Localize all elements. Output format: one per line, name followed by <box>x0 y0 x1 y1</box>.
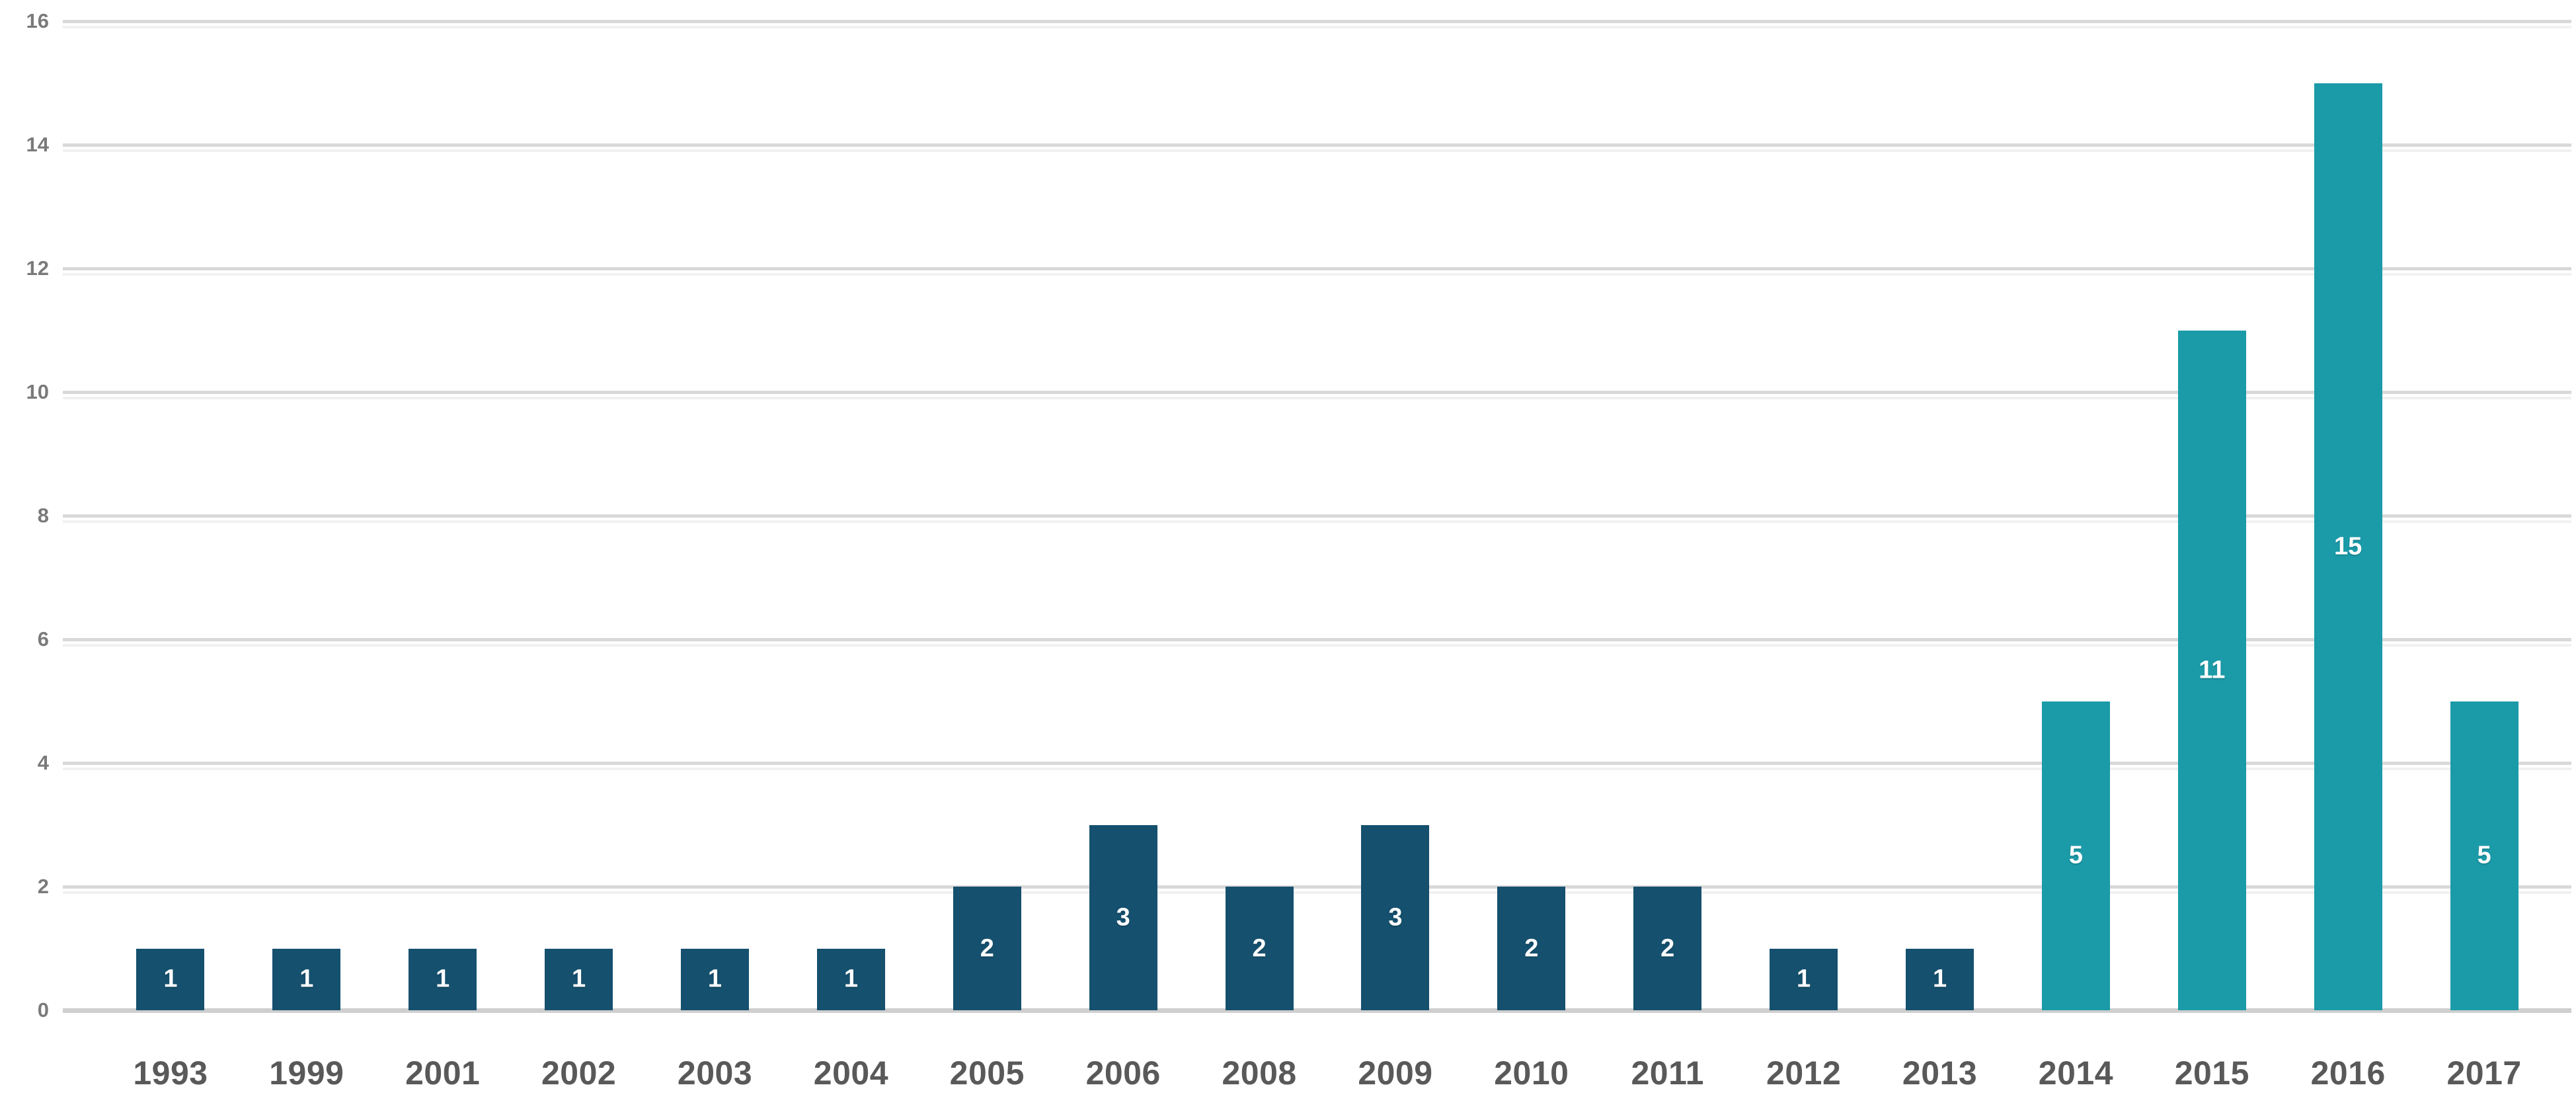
bar-value-label: 1 <box>843 965 858 993</box>
bar: 1 <box>1906 948 1974 1010</box>
bar-slot: 1 <box>511 21 647 1010</box>
x-axis-category-label: 2003 <box>677 1055 753 1092</box>
bar: 1 <box>545 948 613 1010</box>
y-axis-tick-label: 12 <box>26 257 49 280</box>
x-axis-labels-row: 1993 1999 2001 2002 2003 2004 2005 2006 2008 2009… <box>102 1054 2552 1092</box>
x-axis-category-label: 2009 <box>1358 1055 1433 1092</box>
gridline <box>63 762 2571 770</box>
bar-slot: 5 <box>2416 21 2552 1010</box>
bar: 2 <box>1497 887 1566 1010</box>
x-axis-category-label: 2017 <box>2446 1055 2522 1092</box>
bar: 1 <box>409 948 477 1010</box>
bar-value-label: 1 <box>707 965 722 993</box>
bar-value-label: 2 <box>980 934 994 962</box>
x-axis-category-label: 2008 <box>1222 1055 1297 1092</box>
bar-slot: 1 <box>647 21 783 1010</box>
bar-value-label: 11 <box>2199 656 2226 684</box>
y-axis-tick-label: 2 <box>37 875 49 898</box>
bar-value-label: 2 <box>1252 934 1267 962</box>
x-axis-category-label: 2012 <box>1766 1055 1842 1092</box>
bar-value-label: 1 <box>572 965 586 993</box>
bar-slot: 1 <box>783 21 919 1010</box>
x-axis-category-label: 2015 <box>2174 1055 2249 1092</box>
bar: 5 <box>2041 701 2110 1010</box>
x-axis-category-label: 2010 <box>1494 1055 1569 1092</box>
y-axis-tick-label: 4 <box>37 751 49 774</box>
bar-slot: 3 <box>1055 21 1191 1010</box>
bar: 1 <box>136 948 205 1010</box>
bar-value-label: 2 <box>1660 934 1675 962</box>
bar: 1 <box>816 948 885 1010</box>
bar-slot: 11 <box>2144 21 2280 1010</box>
bar: 1 <box>272 948 341 1010</box>
bar-value-label: 5 <box>2477 841 2491 869</box>
bar: 3 <box>1089 824 1157 1010</box>
y-axis-tick-label: 8 <box>37 504 49 527</box>
bar: 2 <box>1225 887 1294 1010</box>
bar-slot: 2 <box>1191 21 1327 1010</box>
bar-slot: 2 <box>919 21 1055 1010</box>
gridline <box>63 1008 2571 1013</box>
bar-slot: 5 <box>2008 21 2144 1010</box>
gridlines <box>63 20 2571 1013</box>
x-axis-category-label: 1993 <box>133 1055 208 1092</box>
bar-slot: 1 <box>239 21 375 1010</box>
y-axis-tick-label: 14 <box>26 133 49 156</box>
x-axis-category-label: 2014 <box>2038 1055 2114 1092</box>
bar-slot: 15 <box>2280 21 2416 1010</box>
bar-value-label: 5 <box>2068 841 2083 869</box>
bar-slot: 2 <box>1464 21 1600 1010</box>
bar: 3 <box>1361 824 1430 1010</box>
bar-value-label: 3 <box>1116 903 1130 932</box>
bar: 15 <box>2314 83 2382 1010</box>
bar-value-label: 1 <box>1797 965 1811 993</box>
x-axis-category-label: 2016 <box>2310 1055 2386 1092</box>
y-axis-labels: 16 14 12 10 8 6 4 2 0 <box>0 0 49 1120</box>
bar: 5 <box>2450 701 2518 1010</box>
bar-value-label: 15 <box>2334 532 2362 561</box>
bar-slot: 1 <box>102 21 239 1010</box>
x-axis-category-label: 2002 <box>541 1055 617 1092</box>
gridline <box>63 143 2571 152</box>
gridline <box>63 514 2571 523</box>
gridline <box>63 638 2571 647</box>
y-axis-tick-label: 6 <box>37 627 49 651</box>
bar: 1 <box>1770 948 1838 1010</box>
x-axis-category-label: 2006 <box>1085 1055 1161 1092</box>
x-axis-category-label: 2005 <box>949 1055 1025 1092</box>
x-axis-category-label: 2004 <box>813 1055 889 1092</box>
y-axis-tick-label: 16 <box>26 9 49 32</box>
gridline <box>63 391 2571 399</box>
bar-slot: 2 <box>1600 21 1736 1010</box>
x-axis-category-label: 1999 <box>269 1055 344 1092</box>
bar: 2 <box>1633 887 1702 1010</box>
x-axis-category-label: 2001 <box>405 1055 481 1092</box>
gridline <box>63 20 2571 28</box>
gridline <box>63 267 2571 276</box>
x-axis-category-label: 2013 <box>1902 1055 1978 1092</box>
bar-slot: 1 <box>1736 21 1872 1010</box>
x-axis-category-label: 2011 <box>1631 1055 1704 1092</box>
bars-row: 1 1 1 1 1 1 2 3 2 3 2 2 1 1 5 11 15 5 <box>102 21 2552 1010</box>
bar-slot: 1 <box>1872 21 2008 1010</box>
gridline <box>63 885 2571 894</box>
bar-value-label: 3 <box>1388 903 1403 932</box>
bar-value-label: 1 <box>299 965 314 993</box>
bar-value-label: 1 <box>436 965 450 993</box>
bar-value-label: 1 <box>163 965 178 993</box>
bar-value-label: 1 <box>1932 965 1947 993</box>
bar: 2 <box>953 887 1021 1010</box>
y-axis-tick-label: 10 <box>26 380 49 403</box>
y-axis-tick-label: 0 <box>37 998 49 1021</box>
bar: 11 <box>2177 330 2246 1010</box>
plot-area: 1 1 1 1 1 1 2 3 2 3 2 2 1 1 5 11 15 5 <box>63 20 2571 1013</box>
bar: 1 <box>681 948 749 1010</box>
bar-slot: 1 <box>375 21 511 1010</box>
bar-slot: 3 <box>1327 21 1464 1010</box>
bar-value-label: 2 <box>1524 934 1539 962</box>
